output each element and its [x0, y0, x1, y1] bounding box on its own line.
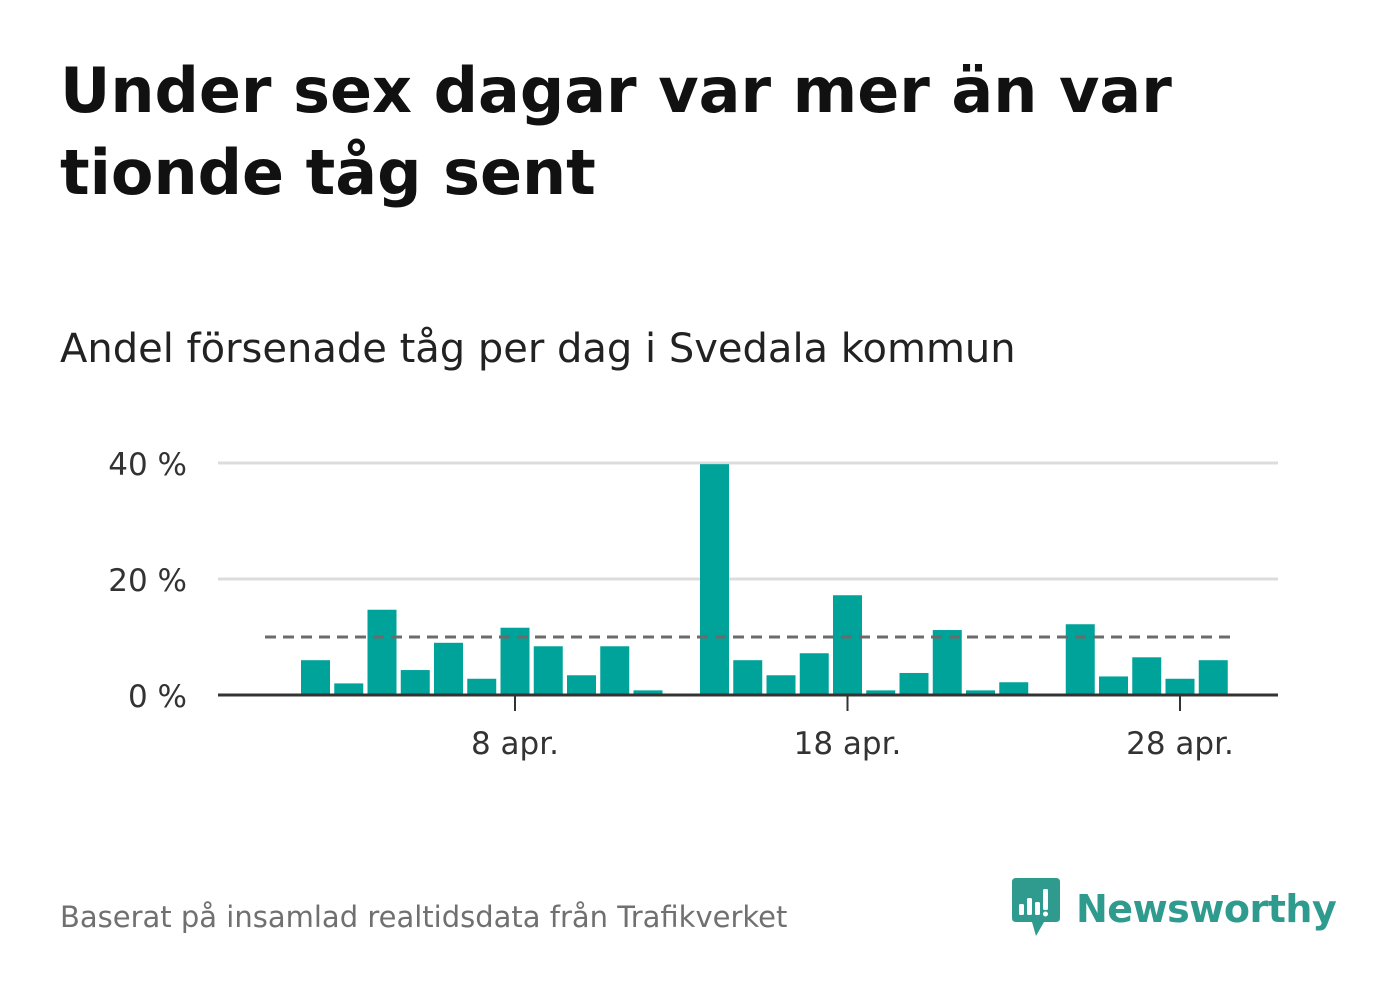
bar — [500, 627, 530, 695]
gridlines — [218, 461, 1278, 581]
bar — [1065, 624, 1095, 695]
bar — [932, 630, 962, 695]
bar — [966, 690, 995, 695]
bar — [799, 653, 829, 695]
bar — [1099, 676, 1128, 695]
bar — [899, 672, 929, 695]
chart-subtitle: Andel försenade tåg per dag i Svedala ko… — [60, 326, 1016, 372]
bar — [467, 678, 497, 695]
bar — [334, 683, 364, 695]
bar — [766, 675, 796, 695]
bar — [367, 609, 397, 695]
bar — [999, 682, 1029, 695]
y-tick-label: 40 % — [108, 447, 187, 483]
bars — [301, 464, 1228, 695]
chart-title: Under sex dagar var mer än var tionde tå… — [60, 54, 1172, 209]
bar — [1132, 657, 1162, 695]
x-tick-label: 18 apr. — [794, 726, 902, 762]
bar — [600, 646, 630, 695]
brand-name: Newsworthy — [1076, 887, 1337, 931]
newsworthy-logo-icon — [1012, 878, 1060, 936]
bar — [1165, 678, 1195, 695]
x-tick-label: 8 apr. — [471, 726, 559, 762]
brand-logo: Newsworthy — [1010, 876, 1337, 942]
source-note: Baserat på insamlad realtidsdata från Tr… — [60, 900, 788, 934]
bar — [301, 660, 330, 695]
bar — [434, 642, 463, 695]
axes: 0 % 20 % 40 % 8 apr. 18 apr. 28 apr. — [108, 447, 1278, 762]
bar — [733, 660, 763, 695]
bar — [400, 670, 430, 695]
bar — [866, 690, 896, 695]
bar — [567, 675, 596, 695]
bar — [633, 690, 663, 695]
bar — [833, 595, 862, 695]
bar — [700, 464, 729, 695]
y-tick-label: 20 % — [108, 563, 187, 599]
bar — [533, 646, 563, 695]
x-tick-label: 28 apr. — [1126, 726, 1234, 762]
bar — [1198, 660, 1228, 695]
y-tick-label: 0 % — [128, 679, 187, 715]
